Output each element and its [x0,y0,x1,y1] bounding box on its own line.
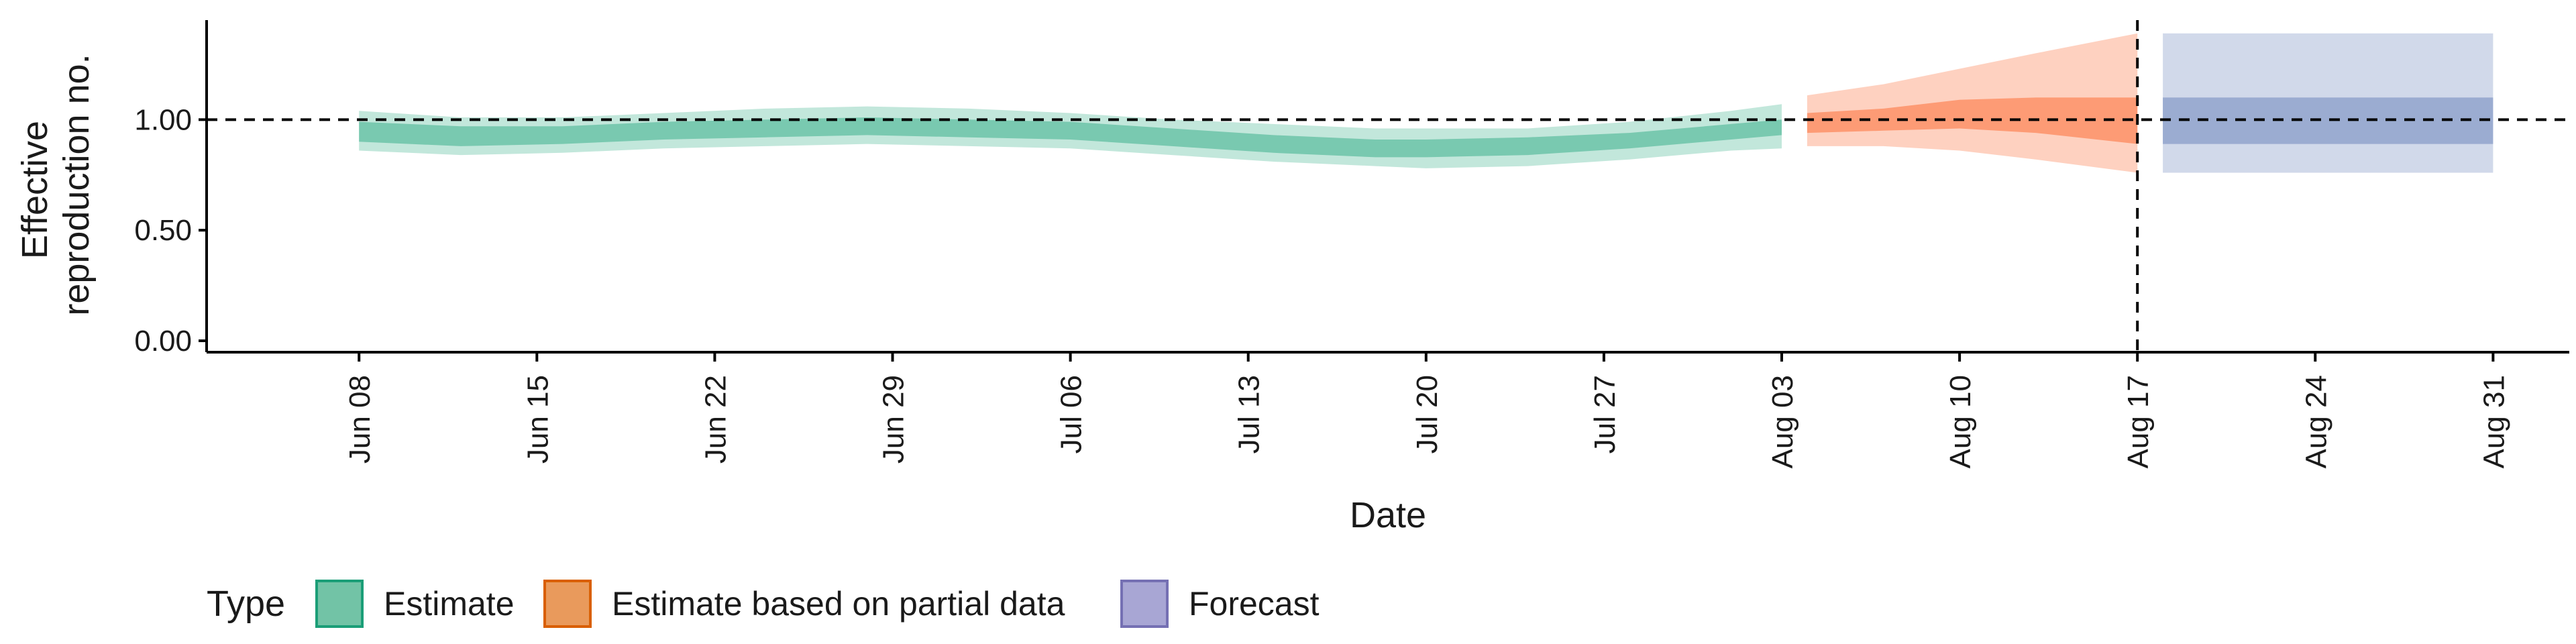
forecast-inner-interval [2163,97,2493,144]
x-tick-label: Jul 06 [1055,375,1088,453]
legend-label-estimate: Estimate [384,585,515,623]
x-tick-label: Aug 03 [1766,375,1799,468]
x-tick-label: Jun 08 [343,375,376,464]
legend-title: Type [207,584,285,624]
x-tick-label: Aug 24 [2300,375,2332,468]
x-tick-label: Jun 15 [521,375,554,464]
y-tick-label: 1.00 [134,103,192,136]
y-axis-title: Effective reproduction no. [15,54,97,315]
x-tick-label: Jul 20 [1411,375,1444,453]
y-tick-label: 0.50 [134,214,192,247]
legend-swatch-estimate-based-on-partial-data [543,580,592,628]
legend-label-forecast: Forecast [1189,585,1320,623]
x-tick-label: Jun 29 [877,375,910,464]
series-bands [359,33,2493,173]
legend-swatch-estimate [315,580,364,628]
x-tick-label: Jul 27 [1589,375,1621,453]
x-tick-label: Jul 13 [1233,375,1266,453]
y-axis-title-line-1: Effective [15,121,55,259]
x-tick-label: Aug 17 [2122,375,2155,468]
x-tick-label: Jun 22 [699,375,732,464]
legend-label-estimate-based-on-partial-data: Estimate based on partial data [612,585,1065,623]
estimate-inner-interval [359,117,1782,158]
y-axis-ticks: 0.00 0.50 1.00 [134,103,207,358]
x-tick-label: Aug 31 [2477,375,2510,468]
x-tick-label: Aug 10 [1944,375,1977,468]
legend: Type Estimate Estimate based on partial d… [207,580,1320,628]
legend-swatch-forecast [1120,580,1169,628]
y-axis-title-line-2: reproduction no. [56,54,97,315]
x-axis-title: Date [1350,495,1426,535]
axes [205,20,2569,354]
y-tick-label: 0.00 [134,325,192,358]
x-axis-ticks: Jun 08 Jun 15 Jun 22 Jun 29 Jul 06 Jul 13 Jul … [343,352,2510,468]
